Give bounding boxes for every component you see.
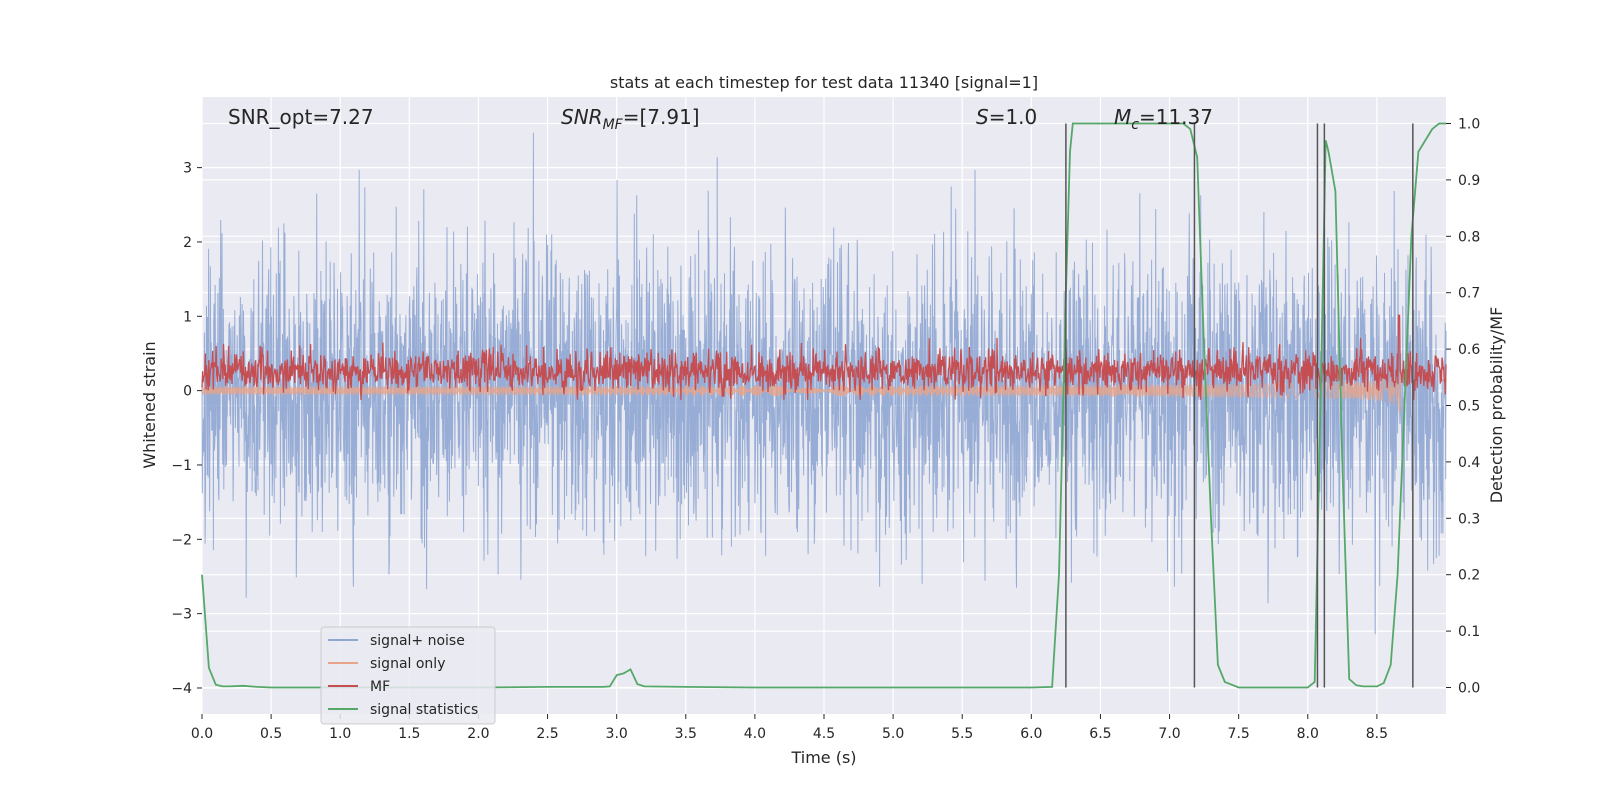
x-tick-label: 2.0 [467,726,489,742]
legend: signal+ noise signal only MF signal stat… [320,626,496,725]
x-tick-label: 7.5 [1228,726,1250,742]
annotation-snr-opt: SNR_opt=7.27 [228,105,374,129]
x-tick-label: 0.5 [260,726,282,742]
legend-label-signal-noise: signal+ noise [370,633,465,649]
x-tick-label: 0.0 [191,726,213,742]
y-axis-left-ticks: −4 −3 −2 −1 0 1 2 3 [171,161,202,697]
x-tick-label: 8.5 [1366,726,1388,742]
x-tick-label: 1.0 [329,726,351,742]
y-right-tick-label: 0.6 [1458,342,1480,358]
x-axis-label: Time (s) [790,748,856,767]
y-left-tick-label: 3 [183,161,192,177]
legend-label-mf: MF [370,679,390,695]
y-right-tick-label: 0.9 [1458,173,1480,189]
y-right-tick-label: 0.8 [1458,229,1480,245]
y-axis-right-ticks: 0.0 0.1 0.2 0.3 0.4 0.5 0.6 0.7 0.8 0.9 1.0 [1446,117,1480,696]
annotation-mc: Mc=11.37 [1114,105,1213,133]
y-left-tick-label: 0 [183,384,192,400]
y-left-tick-label: −4 [171,681,192,697]
legend-label-signal-statistics: signal statistics [370,702,478,718]
chart-title: stats at each timestep for test data 113… [610,73,1038,92]
y-left-tick-label: 2 [183,235,192,251]
annotation-snr-mf: SNRMF=[7.91] [561,105,700,133]
y-right-tick-label: 0.4 [1458,455,1480,471]
x-tick-label: 6.5 [1089,726,1111,742]
x-tick-label: 1.5 [398,726,420,742]
y-left-tick-label: −2 [171,532,192,548]
y-right-tick-label: 0.0 [1458,680,1480,696]
grid [201,97,1446,714]
y-left-tick-label: −1 [171,458,192,474]
vertical-lines [1065,123,1414,688]
x-tick-label: 3.5 [675,726,697,742]
legend-box [320,626,496,725]
x-tick-label: 5.5 [951,726,973,742]
series-mf [201,314,1447,400]
annotation-s: S=1.0 [976,105,1037,129]
y-right-tick-label: 1.0 [1458,117,1480,133]
y-right-tick-label: 0.3 [1458,511,1480,527]
x-tick-label: 2.5 [536,726,558,742]
x-axis-ticks: 0.0 0.5 1.0 1.5 2.0 2.5 3.0 3.5 4.0 4.5 5.0 5.5 6.0 6… [191,714,1388,742]
y-axis-left-label: Whitened strain [140,341,159,468]
y-left-tick-label: 1 [183,309,192,325]
y-axis-right-label: Detection probability/MF [1487,307,1506,504]
y-right-tick-label: 0.2 [1458,568,1480,584]
x-tick-label: 4.0 [744,726,766,742]
y-right-tick-label: 0.1 [1458,624,1480,640]
x-tick-label: 3.0 [606,726,628,742]
x-tick-label: 8.0 [1297,726,1319,742]
y-right-tick-label: 0.5 [1458,399,1480,415]
series-signal-noise [201,132,1447,635]
x-tick-label: 7.0 [1158,726,1180,742]
x-tick-label: 6.0 [1020,726,1042,742]
x-tick-label: 4.5 [813,726,835,742]
legend-label-signal-only: signal only [370,656,445,672]
y-right-tick-label: 0.7 [1458,286,1480,302]
y-left-tick-label: −3 [171,607,192,623]
x-tick-label: 5.0 [882,726,904,742]
